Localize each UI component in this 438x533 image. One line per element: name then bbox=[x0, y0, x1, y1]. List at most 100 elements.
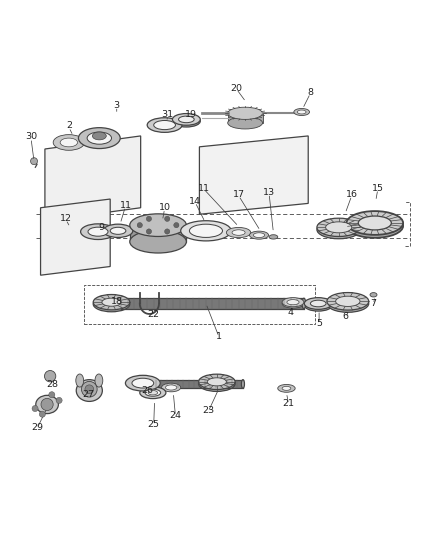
Ellipse shape bbox=[304, 297, 332, 309]
Text: 13: 13 bbox=[263, 188, 275, 197]
Ellipse shape bbox=[317, 221, 360, 239]
Circle shape bbox=[41, 398, 53, 410]
Circle shape bbox=[146, 229, 152, 234]
Text: 18: 18 bbox=[111, 297, 123, 306]
Text: 31: 31 bbox=[162, 110, 174, 119]
Text: 28: 28 bbox=[47, 379, 59, 389]
Ellipse shape bbox=[302, 298, 306, 309]
Ellipse shape bbox=[78, 128, 120, 149]
Text: 30: 30 bbox=[25, 132, 37, 141]
Ellipse shape bbox=[282, 386, 291, 390]
Ellipse shape bbox=[154, 379, 157, 389]
Text: 4: 4 bbox=[288, 308, 294, 317]
Polygon shape bbox=[130, 225, 186, 241]
Ellipse shape bbox=[226, 228, 251, 238]
Text: 6: 6 bbox=[342, 312, 348, 321]
Ellipse shape bbox=[88, 227, 108, 236]
Ellipse shape bbox=[325, 222, 352, 233]
Circle shape bbox=[137, 223, 142, 228]
Circle shape bbox=[174, 223, 179, 228]
Ellipse shape bbox=[76, 379, 102, 401]
Ellipse shape bbox=[60, 138, 78, 147]
Ellipse shape bbox=[294, 109, 310, 116]
Ellipse shape bbox=[282, 297, 304, 307]
Ellipse shape bbox=[189, 224, 223, 237]
Text: 11: 11 bbox=[120, 201, 131, 210]
Circle shape bbox=[81, 382, 97, 397]
Text: 20: 20 bbox=[230, 84, 242, 93]
Ellipse shape bbox=[92, 132, 106, 140]
Ellipse shape bbox=[198, 374, 235, 390]
Text: 16: 16 bbox=[346, 190, 358, 199]
Ellipse shape bbox=[53, 135, 85, 150]
Ellipse shape bbox=[36, 395, 58, 414]
Ellipse shape bbox=[241, 379, 244, 389]
Ellipse shape bbox=[140, 387, 166, 399]
Bar bbox=[156, 379, 243, 389]
Ellipse shape bbox=[228, 107, 262, 119]
Ellipse shape bbox=[162, 383, 181, 392]
Circle shape bbox=[56, 397, 62, 403]
Ellipse shape bbox=[154, 120, 176, 130]
Ellipse shape bbox=[181, 221, 231, 241]
Polygon shape bbox=[199, 136, 308, 214]
Ellipse shape bbox=[232, 230, 245, 235]
Ellipse shape bbox=[327, 295, 369, 312]
Ellipse shape bbox=[87, 132, 112, 144]
Bar bbox=[121, 298, 304, 309]
Text: 14: 14 bbox=[189, 197, 201, 206]
Text: 2: 2 bbox=[66, 120, 72, 130]
Ellipse shape bbox=[95, 374, 103, 387]
Ellipse shape bbox=[317, 218, 360, 237]
Ellipse shape bbox=[130, 230, 186, 253]
Circle shape bbox=[146, 216, 152, 221]
Ellipse shape bbox=[253, 233, 265, 238]
Ellipse shape bbox=[282, 299, 304, 308]
Circle shape bbox=[49, 392, 55, 398]
Ellipse shape bbox=[269, 235, 278, 239]
Ellipse shape bbox=[125, 375, 160, 391]
Text: 27: 27 bbox=[82, 390, 95, 399]
Text: 8: 8 bbox=[307, 88, 314, 97]
Polygon shape bbox=[228, 114, 262, 123]
Ellipse shape bbox=[358, 216, 391, 230]
Ellipse shape bbox=[93, 296, 130, 312]
Circle shape bbox=[165, 229, 170, 234]
Ellipse shape bbox=[346, 211, 403, 235]
Ellipse shape bbox=[304, 300, 332, 311]
Ellipse shape bbox=[250, 231, 268, 239]
Text: 24: 24 bbox=[170, 411, 181, 420]
Ellipse shape bbox=[346, 214, 403, 238]
Ellipse shape bbox=[207, 378, 226, 386]
Text: 11: 11 bbox=[198, 184, 210, 192]
Ellipse shape bbox=[148, 391, 158, 395]
Ellipse shape bbox=[173, 114, 200, 125]
Ellipse shape bbox=[278, 384, 295, 392]
Ellipse shape bbox=[287, 300, 299, 305]
Ellipse shape bbox=[198, 376, 235, 391]
Ellipse shape bbox=[130, 214, 186, 237]
Ellipse shape bbox=[76, 374, 84, 387]
Circle shape bbox=[31, 158, 38, 165]
Ellipse shape bbox=[228, 117, 262, 129]
Ellipse shape bbox=[103, 224, 133, 238]
Ellipse shape bbox=[110, 227, 126, 235]
Ellipse shape bbox=[132, 378, 154, 388]
Bar bbox=[84, 285, 315, 324]
Ellipse shape bbox=[145, 389, 161, 396]
Text: 23: 23 bbox=[202, 407, 214, 416]
Ellipse shape bbox=[297, 110, 306, 114]
Text: 12: 12 bbox=[60, 214, 72, 223]
Text: 25: 25 bbox=[148, 419, 160, 429]
Polygon shape bbox=[45, 136, 141, 221]
Ellipse shape bbox=[102, 298, 121, 306]
Text: 19: 19 bbox=[185, 110, 197, 119]
Ellipse shape bbox=[81, 224, 116, 239]
Text: 26: 26 bbox=[141, 386, 153, 395]
Ellipse shape bbox=[119, 298, 123, 309]
Polygon shape bbox=[41, 199, 110, 275]
Ellipse shape bbox=[336, 296, 360, 306]
Text: 9: 9 bbox=[99, 223, 105, 232]
Ellipse shape bbox=[166, 385, 177, 390]
Text: 1: 1 bbox=[216, 332, 222, 341]
